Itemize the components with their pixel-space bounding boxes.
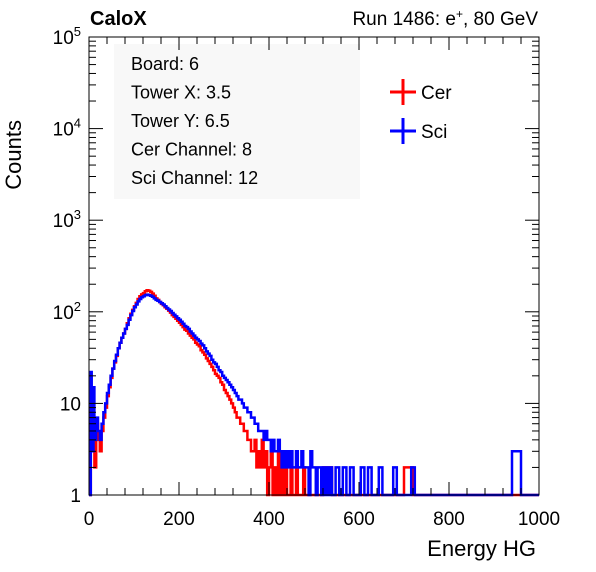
legend-label-sci: Sci bbox=[421, 122, 447, 143]
info-line: Board: 6 bbox=[131, 54, 199, 74]
x-tick-label: 200 bbox=[163, 509, 195, 530]
x-tick-label: 0 bbox=[84, 509, 95, 530]
info-line: Tower X: 3.5 bbox=[131, 83, 231, 103]
y-tick-label: 102 bbox=[53, 299, 81, 324]
axis-ticks: 0 200 400 600 800 1000 1 10 102 103 104 105 bbox=[53, 24, 561, 530]
header-run-superscript: + bbox=[456, 7, 463, 21]
plot-frame bbox=[88, 36, 540, 496]
y-tick-label: 1 bbox=[70, 486, 81, 507]
y-tick-label: 103 bbox=[53, 207, 81, 232]
x-tick-label: 600 bbox=[343, 509, 375, 530]
y-axis-title: Counts bbox=[1, 120, 26, 190]
legend: Cer Sci bbox=[390, 79, 452, 144]
x-tick-label: 400 bbox=[253, 509, 285, 530]
legend-label-cer: Cer bbox=[421, 83, 452, 104]
y-tick-label: 10 bbox=[60, 394, 81, 415]
y-tick-label: 104 bbox=[53, 116, 81, 141]
header-run-text: Run 1486: e bbox=[352, 9, 456, 30]
info-line: Tower Y: 6.5 bbox=[131, 111, 230, 131]
header-right-label: Run 1486: e+, 80 GeV bbox=[352, 7, 538, 30]
series-sci-line bbox=[89, 293, 539, 497]
info-box-background bbox=[114, 44, 360, 199]
info-box: Board: 6 Tower X: 3.5 Tower Y: 6.5 Cer Chan… bbox=[131, 54, 258, 188]
header-left-label: CaloX bbox=[90, 8, 147, 30]
header-run-tail: , 80 GeV bbox=[463, 9, 538, 30]
info-line: Sci Channel: 12 bbox=[131, 168, 258, 188]
info-line: Cer Channel: 8 bbox=[131, 140, 252, 160]
x-tick-label: 800 bbox=[433, 509, 465, 530]
x-tick-label: 1000 bbox=[518, 509, 560, 530]
x-axis-title: Energy HG bbox=[427, 536, 536, 561]
y-tick-label: 105 bbox=[53, 24, 81, 49]
